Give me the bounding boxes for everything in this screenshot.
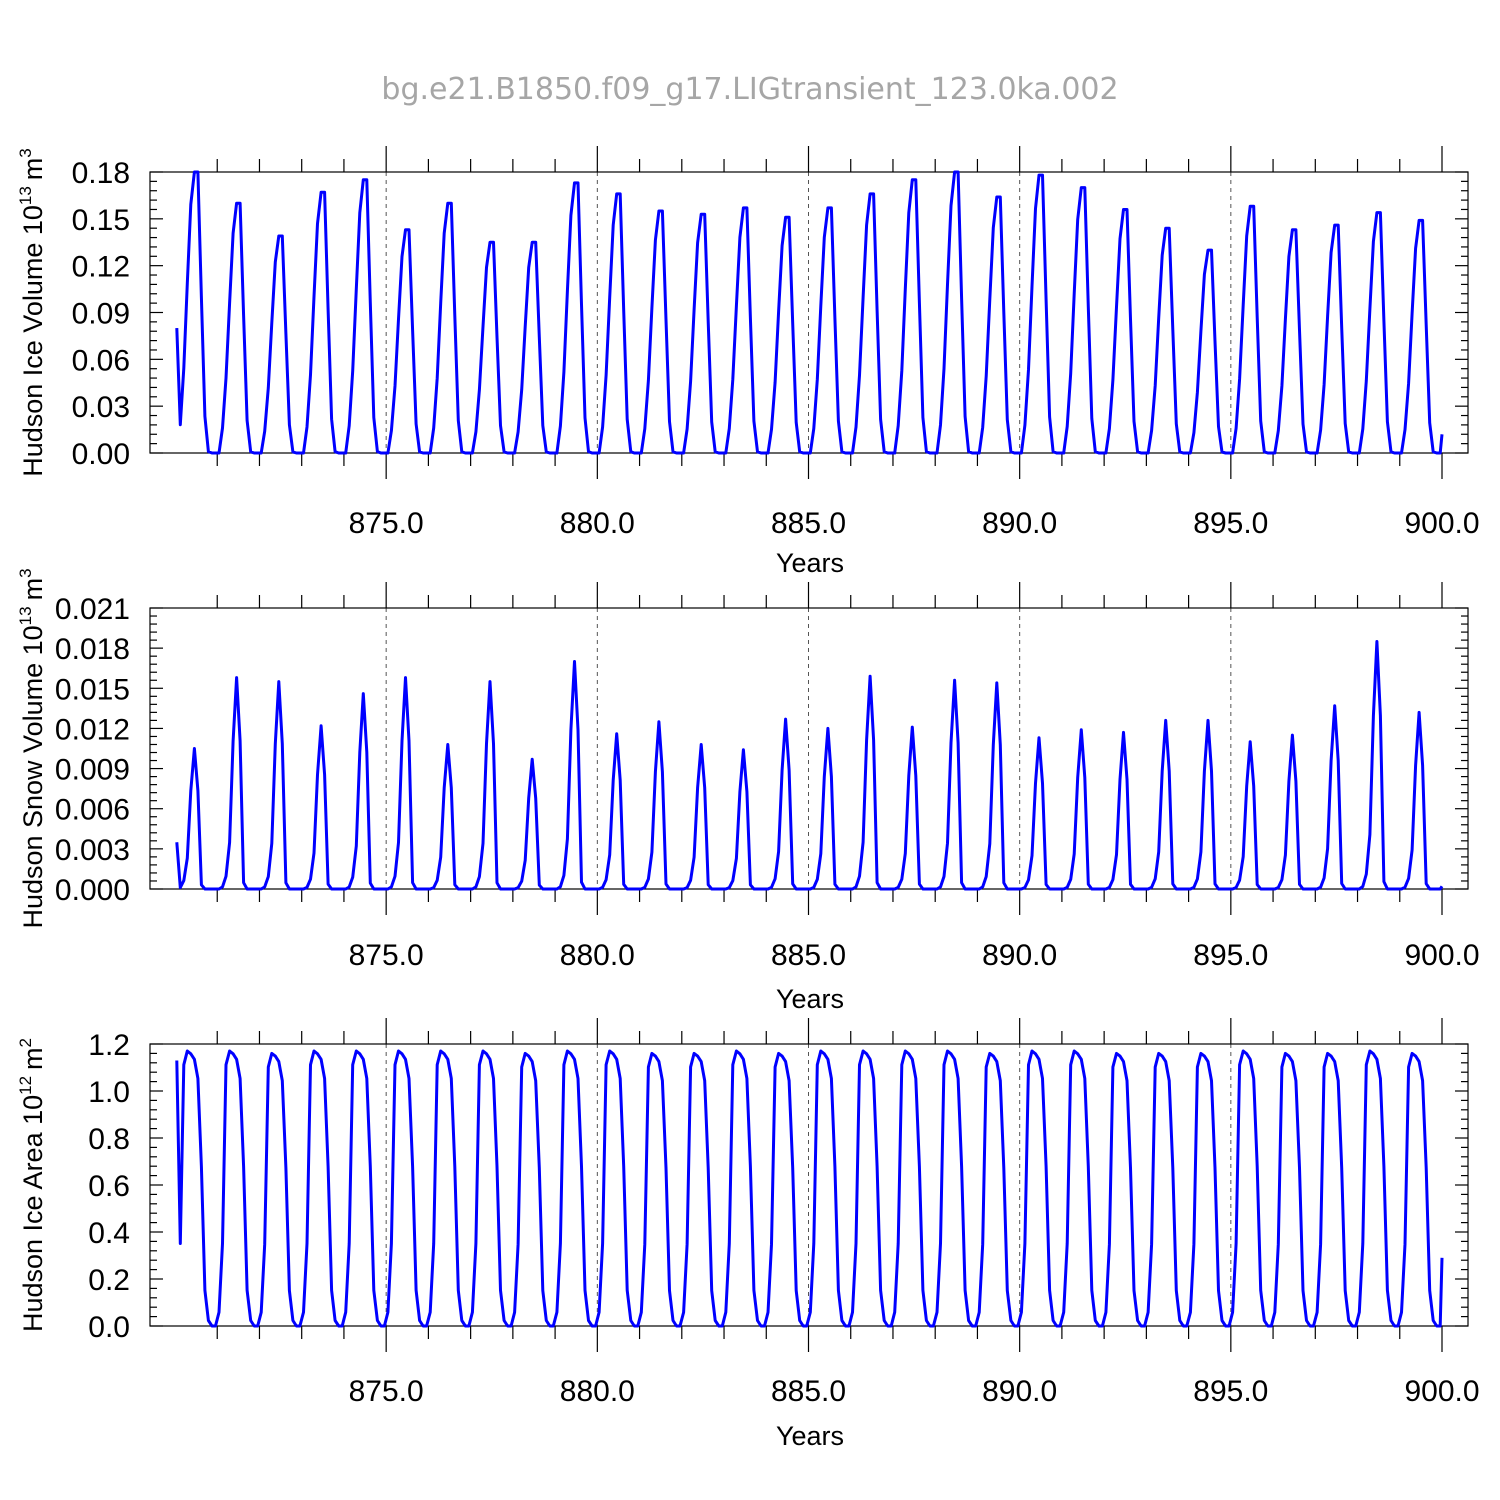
x-tick-label: 875.0 bbox=[349, 939, 424, 972]
y-tick-label: 0.15 bbox=[72, 204, 130, 237]
y-axis-title-unit-exponent: 3 bbox=[16, 148, 35, 157]
y-axis-title: Hudson Ice Area 1012 m2 bbox=[16, 1038, 48, 1332]
x-tick-label: 875.0 bbox=[349, 507, 424, 540]
series-line bbox=[175, 1049, 1444, 1328]
panel-3: 0.0 0.2 0.4 0.6 0.8 1.0 1.2 875.0 880.0 885.0 890.… bbox=[16, 1018, 1480, 1451]
y-tick-label: 0.18 bbox=[72, 157, 130, 190]
series-line bbox=[175, 170, 1444, 455]
y-tick-label: 0.6 bbox=[88, 1170, 130, 1203]
y-tick-label: 0.0 bbox=[88, 1311, 130, 1344]
x-tick-label: 885.0 bbox=[771, 1375, 846, 1408]
y-tick-label: 0.015 bbox=[55, 673, 130, 706]
y-axis-title: Hudson Ice Volume 1013 m3 bbox=[16, 148, 48, 477]
y-axis-title-unit: m bbox=[18, 578, 48, 601]
y-axis-title-unit: m bbox=[18, 1047, 48, 1070]
x-tick-label: 880.0 bbox=[560, 507, 635, 540]
x-tick-label: 890.0 bbox=[982, 507, 1057, 540]
x-tick-label: 895.0 bbox=[1193, 1375, 1268, 1408]
y-tick-label: 0.8 bbox=[88, 1123, 130, 1156]
x-tick-label: 890.0 bbox=[982, 939, 1057, 972]
x-tick-label: 880.0 bbox=[560, 939, 635, 972]
y-tick-label: 0.000 bbox=[55, 874, 130, 907]
x-tick-label: 900.0 bbox=[1404, 507, 1479, 540]
x-tick-label: 885.0 bbox=[771, 939, 846, 972]
x-tick-label: 885.0 bbox=[771, 507, 846, 540]
x-tick-label: 895.0 bbox=[1193, 507, 1268, 540]
y-tick-label: 0.012 bbox=[55, 713, 130, 746]
x-tick-label: 875.0 bbox=[349, 1375, 424, 1408]
x-axis-title: Years bbox=[776, 984, 844, 1014]
y-axis-title-text: Hudson Snow Volume 10 bbox=[18, 625, 48, 928]
y-axis-title-text: Hudson Ice Area 10 bbox=[18, 1095, 48, 1332]
y-axis-title-exponent: 13 bbox=[16, 606, 35, 625]
y-axis-title-exponent: 12 bbox=[16, 1076, 35, 1095]
y-tick-label: 0.12 bbox=[72, 251, 130, 284]
y-tick-label: 0.09 bbox=[72, 298, 130, 331]
y-tick-label: 0.2 bbox=[88, 1264, 130, 1297]
y-tick-label: 0.006 bbox=[55, 794, 130, 827]
x-tick-label: 895.0 bbox=[1193, 939, 1268, 972]
y-axis-title-unit-exponent: 3 bbox=[16, 568, 35, 577]
y-tick-label: 0.4 bbox=[88, 1217, 130, 1250]
y-tick-label: 0.03 bbox=[72, 391, 130, 424]
y-tick-label: 0.00 bbox=[72, 438, 130, 471]
y-axis-title-unit: m bbox=[18, 158, 48, 181]
y-tick-label: 0.018 bbox=[55, 633, 130, 666]
panel-2: 0.000 0.003 0.006 0.009 0.012 0.015 0.018 0.021… bbox=[16, 568, 1480, 1014]
x-axis-title: Years bbox=[776, 1421, 844, 1451]
y-tick-label: 0.021 bbox=[55, 593, 130, 626]
y-axis-title: Hudson Snow Volume 1013 m3 bbox=[16, 568, 48, 928]
y-axis-title-unit-exponent: 2 bbox=[16, 1038, 35, 1047]
series-line bbox=[175, 640, 1444, 891]
x-axis-title: Years bbox=[776, 548, 844, 578]
x-tick-label: 900.0 bbox=[1404, 939, 1479, 972]
x-tick-label: 880.0 bbox=[560, 1375, 635, 1408]
panel-1: 0.00 0.03 0.06 0.09 0.12 0.15 0.18 875.0 880.0 88… bbox=[16, 146, 1480, 578]
x-tick-label: 900.0 bbox=[1404, 1375, 1479, 1408]
y-tick-label: 0.009 bbox=[55, 754, 130, 787]
y-tick-label: 0.06 bbox=[72, 344, 130, 377]
y-axis-title-exponent: 13 bbox=[16, 186, 35, 205]
figure-title: bg.e21.B1850.f09_g17.LIGtransient_123.0k… bbox=[381, 72, 1118, 107]
y-tick-label: 0.003 bbox=[55, 834, 130, 867]
y-axis-title-text: Hudson Ice Volume 10 bbox=[18, 205, 48, 477]
y-tick-label: 1.2 bbox=[88, 1029, 130, 1062]
y-tick-label: 1.0 bbox=[88, 1076, 130, 1109]
x-tick-label: 890.0 bbox=[982, 1375, 1057, 1408]
